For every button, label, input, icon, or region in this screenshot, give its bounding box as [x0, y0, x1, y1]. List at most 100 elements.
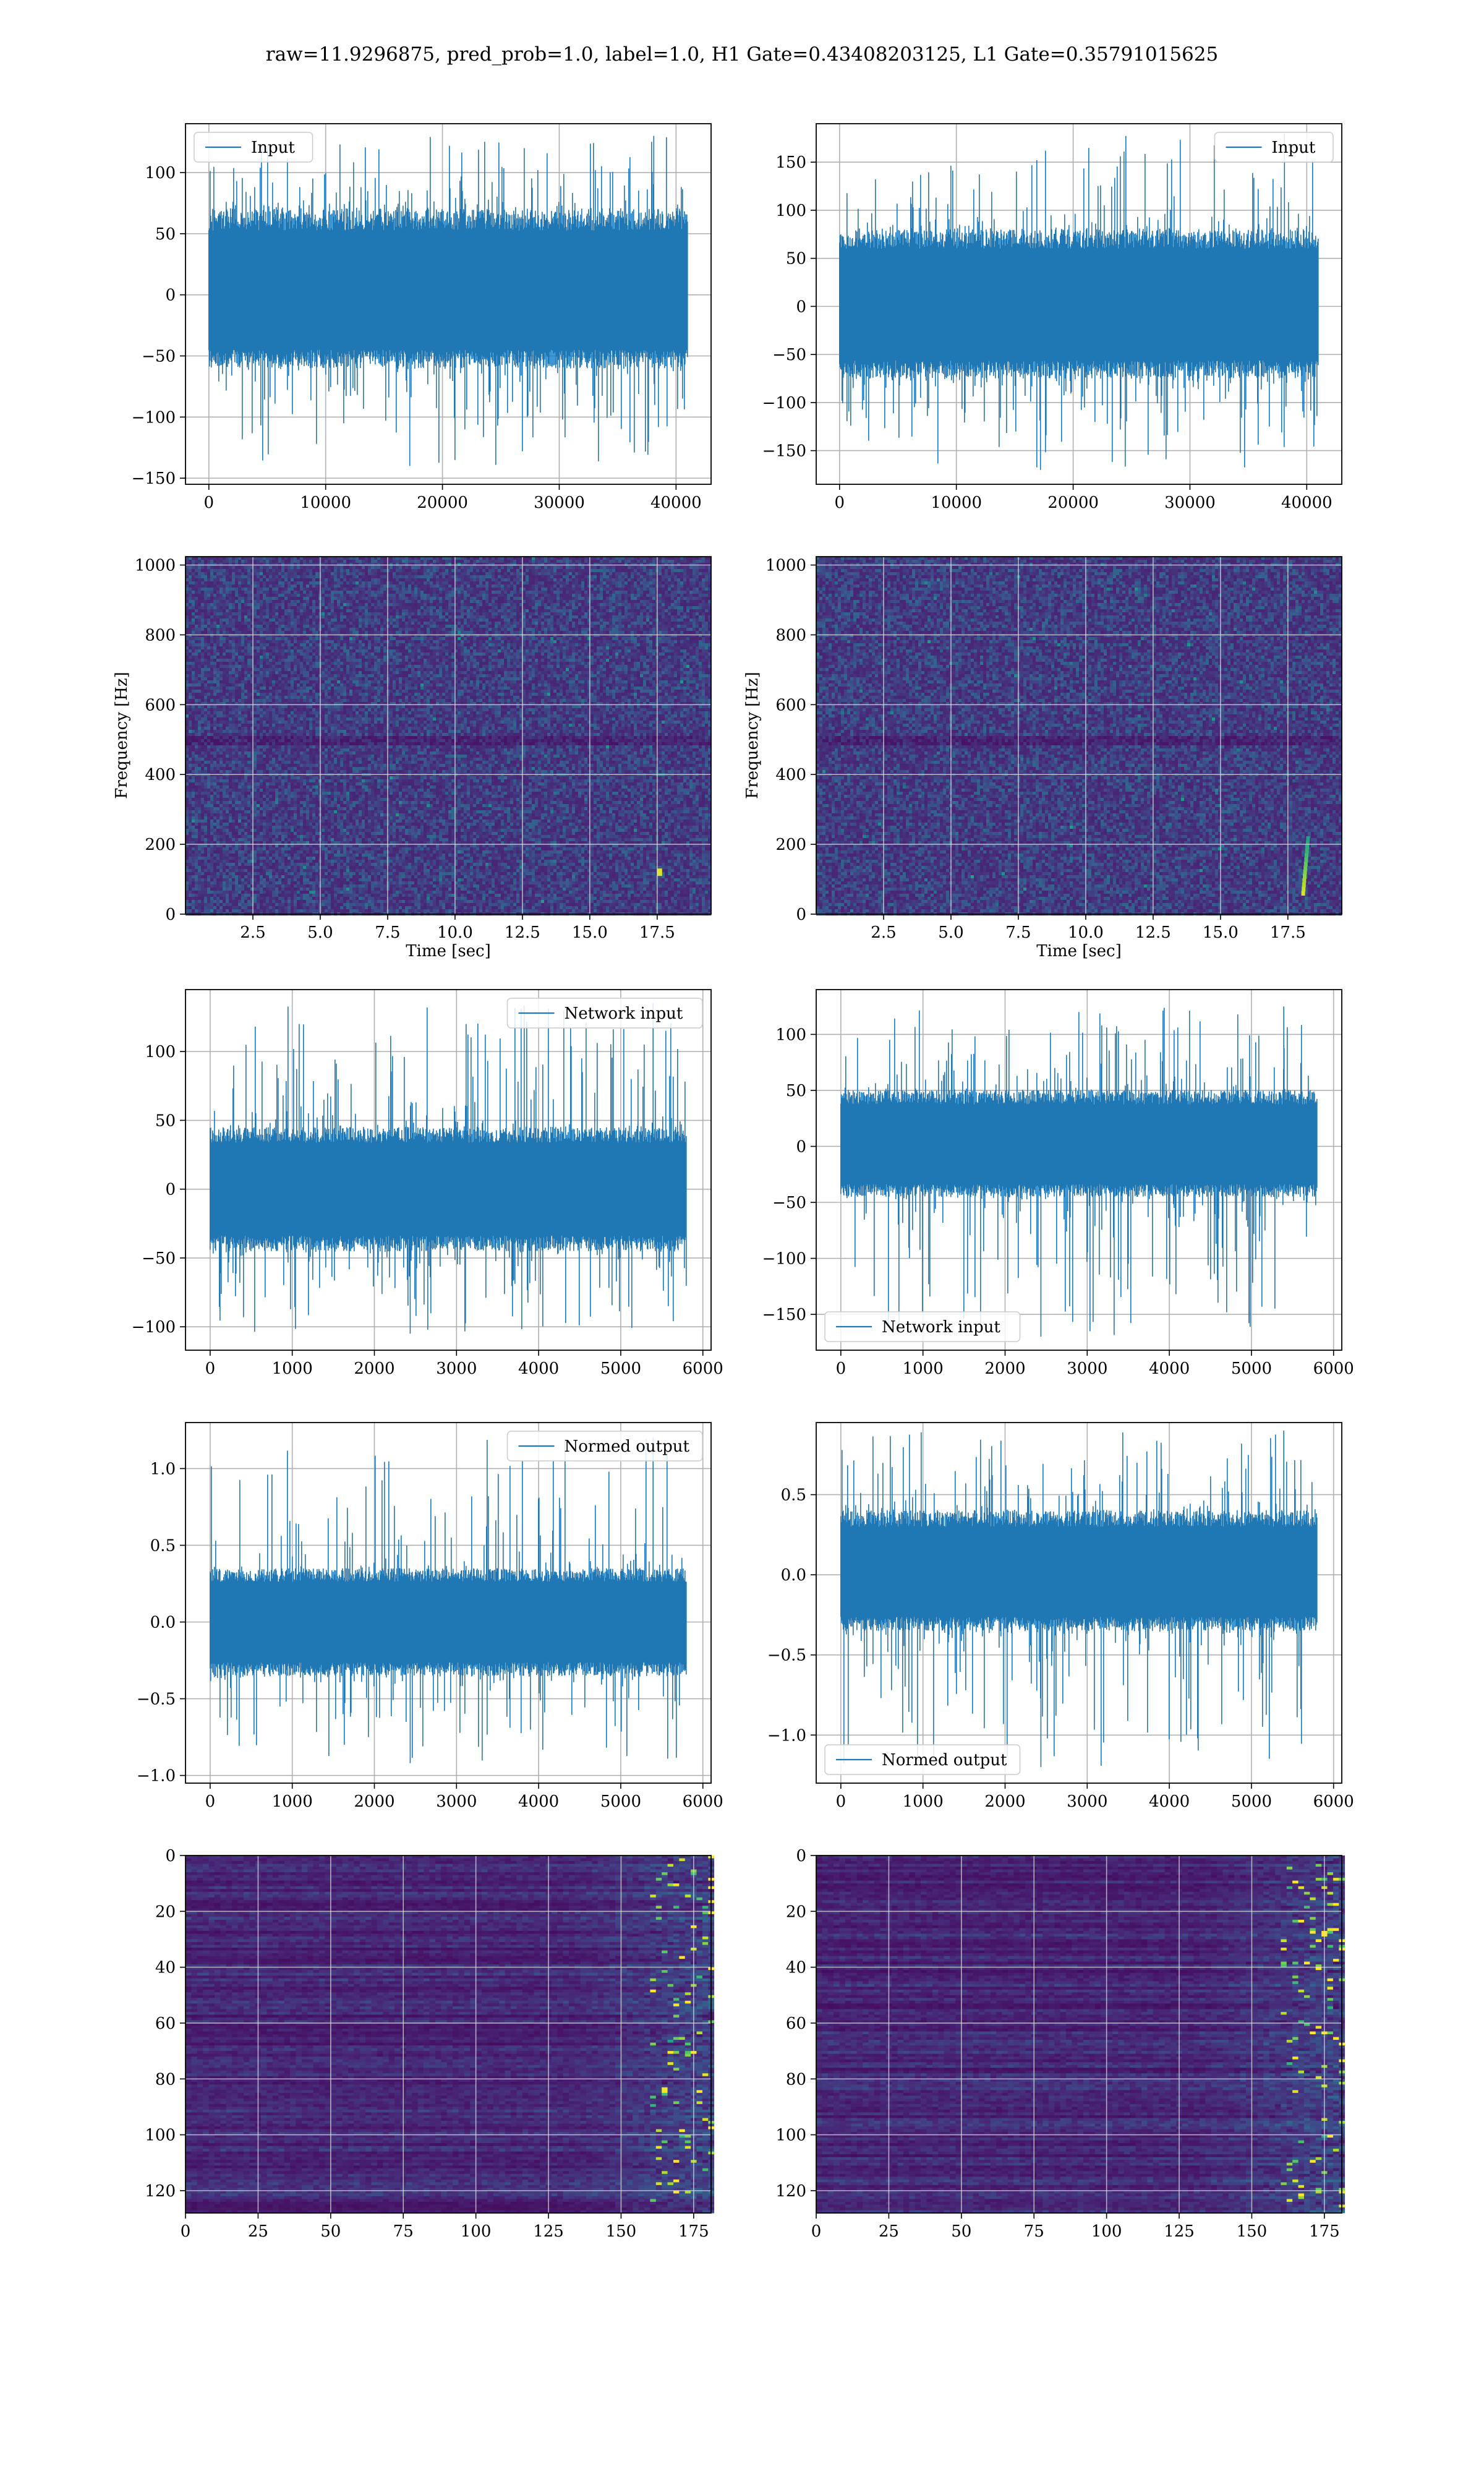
spectrogram-cell: [362, 581, 365, 584]
subplot-h1_input: 0 10000 20000 30000 40000−150−100−50050100In…: [132, 124, 711, 512]
spectrogram-cell: [371, 572, 374, 575]
spectrogram-cell: [538, 594, 541, 597]
spectrogram-cell: [696, 603, 699, 606]
spectrogram-cell: [504, 563, 507, 566]
spectrogram-cell: [451, 569, 454, 572]
spectrogram-cell: [436, 584, 439, 588]
spectrogram-cell: [591, 569, 594, 572]
spectrogram-cell: [476, 578, 479, 581]
spectrogram-cell: [371, 578, 374, 581]
spectrogram-cell: [420, 600, 424, 603]
spectrogram-cell: [451, 572, 454, 575]
spectrogram-cell: [516, 606, 519, 609]
spectrogram-cell: [216, 581, 220, 584]
spectrogram-cell: [216, 591, 220, 594]
spectrogram-cell: [368, 606, 371, 609]
spectrogram-cell: [238, 612, 241, 615]
spectrogram-cell: [504, 575, 507, 578]
spectrogram-cell: [476, 566, 479, 569]
spectrogram-cell: [325, 588, 328, 591]
spectrogram-cell: [334, 578, 337, 581]
spectrogram-cell: [522, 581, 526, 584]
spectrogram-cell: [263, 609, 266, 612]
spectrogram-cell: [247, 612, 250, 615]
spectrogram-cell: [383, 591, 386, 594]
spectrogram-cell: [482, 594, 485, 597]
spectrogram-cell: [591, 578, 594, 581]
spectrogram-cell: [266, 591, 269, 594]
spectrogram-cell: [628, 569, 631, 572]
spectrogram-cell: [281, 560, 284, 563]
spectrogram-cell: [380, 572, 383, 575]
spectrogram-cell: [516, 591, 519, 594]
spectrogram-cell: [201, 578, 204, 581]
spectrogram-cell: [365, 606, 368, 609]
spectrogram-cell: [322, 597, 325, 600]
spectrogram-cell: [662, 581, 665, 584]
spectrogram-cell: [238, 588, 241, 591]
spectrogram-cell: [275, 600, 278, 603]
spectrogram-cell: [343, 600, 346, 603]
spectrogram-cell: [621, 609, 625, 612]
spectrogram-cell: [383, 612, 386, 615]
spectrogram-cell: [235, 588, 238, 591]
spectrogram-cell: [349, 588, 352, 591]
spectrogram-cell: [693, 566, 696, 569]
spectrogram-cell: [544, 606, 547, 609]
spectrogram-cell: [513, 569, 516, 572]
spectrogram-cell: [266, 612, 269, 615]
spectrogram-cell: [597, 569, 600, 572]
spectrogram-cell: [668, 600, 671, 603]
spectrogram-cell: [254, 578, 257, 581]
spectrogram-cell: [556, 600, 560, 603]
spectrogram-cell: [507, 575, 510, 578]
spectrogram-cell: [390, 584, 393, 588]
spectrogram-cell: [189, 560, 192, 563]
spectrogram-cell: [569, 600, 572, 603]
spectrogram-cell: [359, 591, 362, 594]
spectrogram-cell: [560, 563, 563, 566]
spectrogram-cell: [581, 597, 584, 600]
spectrogram-cell: [498, 594, 501, 597]
spectrogram-cell: [439, 588, 442, 591]
spectrogram-cell: [532, 569, 535, 572]
spectrogram-cell: [210, 584, 213, 588]
spectrogram-cell: [244, 609, 247, 612]
spectrogram-cell: [192, 603, 195, 606]
spectrogram-cell: [464, 612, 467, 615]
spectrogram-cell: [343, 569, 346, 572]
spectrogram-cell: [337, 560, 340, 563]
spectrogram-cell: [572, 560, 575, 563]
spectrogram-cell: [204, 581, 207, 584]
spectrogram-cell: [260, 612, 263, 615]
spectrogram-cell: [254, 591, 257, 594]
spectrogram-cell: [420, 572, 424, 575]
spectrogram-cell: [238, 591, 241, 594]
spectrogram-cell: [448, 597, 451, 600]
spectrogram-cell: [696, 581, 699, 584]
spectrogram-cell: [575, 560, 578, 563]
spectrogram-cell: [649, 609, 652, 612]
spectrogram-cell: [495, 612, 498, 615]
spectrogram-cell: [609, 594, 612, 597]
spectrogram-cell: [210, 597, 213, 600]
spectrogram-cell: [278, 600, 281, 603]
spectrogram-cell: [705, 597, 708, 600]
spectrogram-cell: [346, 575, 349, 578]
spectrogram-cell: [377, 560, 380, 563]
spectrogram-cell: [538, 575, 541, 578]
y-tick-label: −50: [142, 347, 176, 366]
spectrogram-cell: [257, 578, 260, 581]
spectrogram-cell: [405, 563, 408, 566]
spectrogram-cell: [671, 609, 674, 612]
spectrogram-cell: [402, 584, 405, 588]
spectrogram-cell: [612, 560, 615, 563]
spectrogram-cell: [467, 594, 470, 597]
spectrogram-cell: [461, 572, 464, 575]
spectrogram-cell: [393, 591, 396, 594]
spectrogram-cell: [390, 600, 393, 603]
spectrogram-cell: [424, 597, 427, 600]
spectrogram-cell: [263, 584, 266, 588]
spectrogram-cell: [652, 597, 655, 600]
spectrogram-cell: [640, 603, 643, 606]
